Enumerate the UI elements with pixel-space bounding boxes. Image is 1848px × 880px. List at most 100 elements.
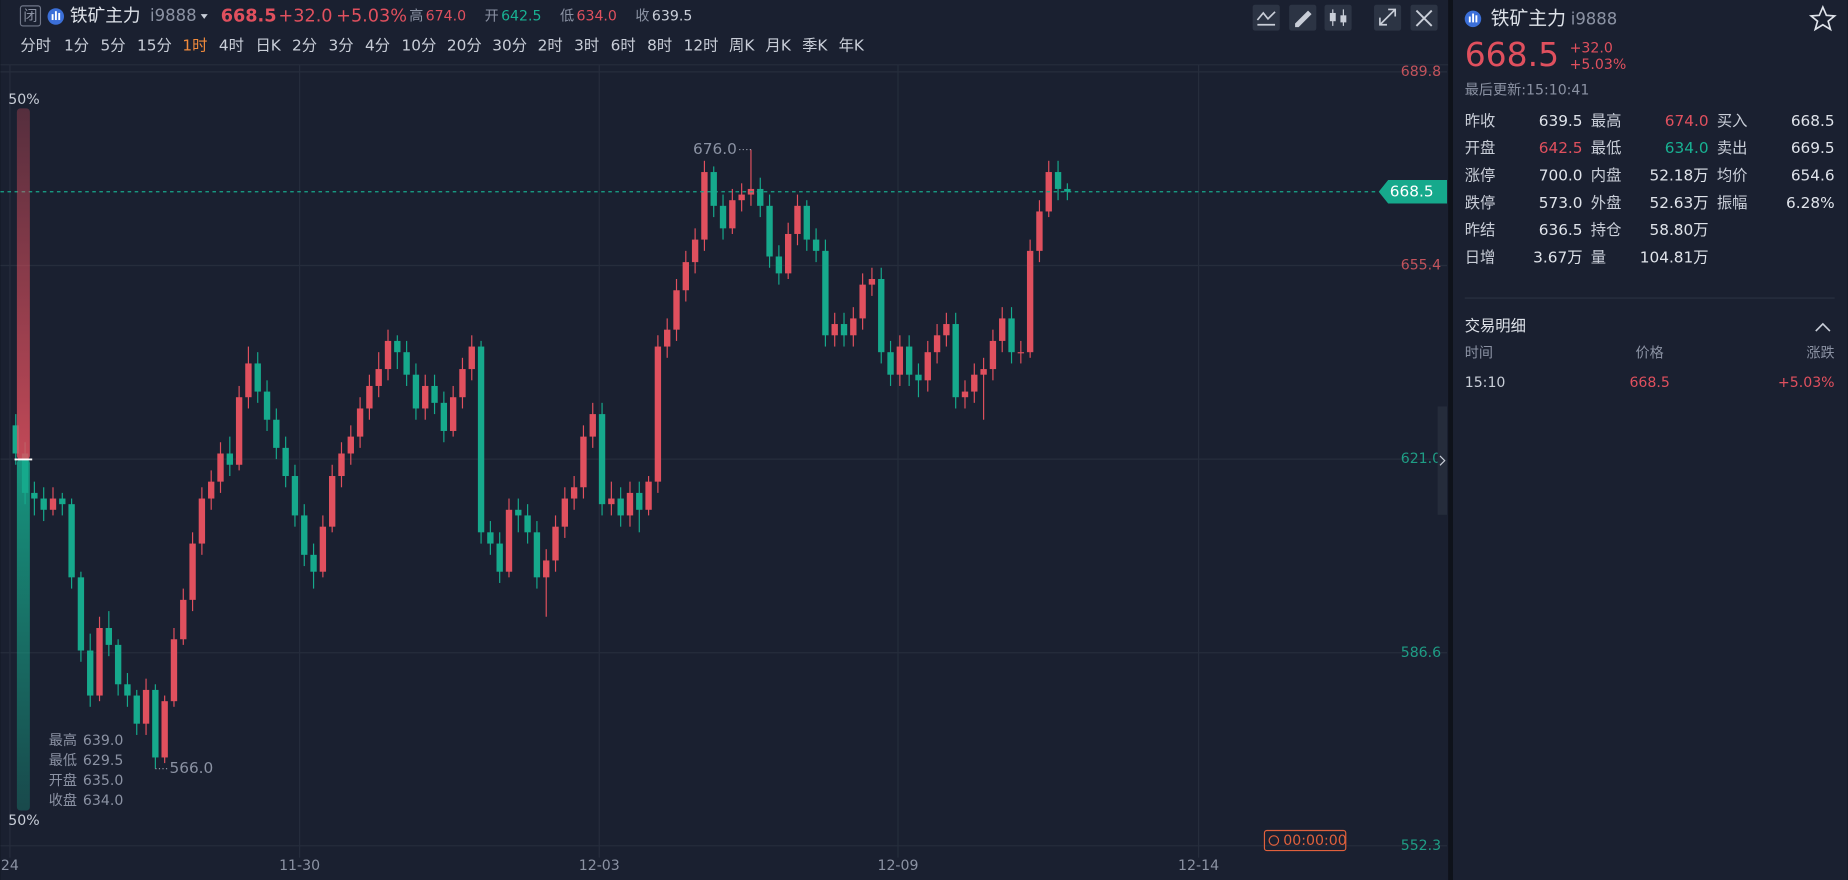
period-tab[interactable]: 20分: [447, 36, 482, 54]
candle-body: [812, 239, 820, 251]
candle-body: [626, 492, 634, 516]
candle-body: [235, 397, 243, 465]
header-price: 668.5: [221, 6, 277, 26]
stat-label: 昨收: [1465, 112, 1496, 130]
symbol-code: i9888: [150, 6, 197, 25]
fullscreen-icon: [1379, 8, 1397, 26]
symbol-icon: [47, 8, 65, 25]
candle-body: [282, 447, 289, 477]
scroll-handle[interactable]: [1437, 406, 1448, 515]
candle-body: [301, 515, 308, 555]
period-tab[interactable]: 12时: [684, 36, 719, 54]
candle-body: [49, 498, 57, 510]
stat-label: 买入: [1717, 112, 1748, 130]
candle-body: [654, 346, 662, 482]
stat-value: 52.63万: [1649, 194, 1708, 212]
candle-body: [868, 279, 876, 285]
close-icon: [1415, 9, 1433, 27]
favorite-star[interactable]: [1808, 4, 1837, 32]
stat-value: 573.0: [1539, 194, 1583, 212]
last-price-label: 668.5: [1390, 182, 1434, 200]
period-tab[interactable]: 8时: [647, 36, 672, 54]
candle-body: [114, 644, 122, 685]
period-tab[interactable]: 30分: [492, 36, 527, 54]
indicator-icon: [1256, 11, 1276, 26]
candle-body: [384, 340, 392, 370]
candle-body: [757, 188, 764, 206]
stat-label: 卖出: [1717, 139, 1748, 157]
candle-body: [487, 532, 494, 544]
period-tab[interactable]: 1分: [64, 36, 89, 54]
ohlc-label: 低: [560, 8, 574, 24]
candle-body: [152, 689, 159, 758]
period-tab[interactable]: 6时: [611, 36, 636, 54]
candle-body: [570, 487, 578, 499]
candle-body: [691, 239, 699, 263]
period-tab[interactable]: 1时: [182, 36, 207, 54]
ratio-up: [16, 108, 30, 460]
candle-body: [803, 205, 810, 240]
period-tab[interactable]: 周K: [729, 36, 755, 54]
period-tab[interactable]: 3时: [574, 36, 599, 54]
period-tab[interactable]: 5分: [101, 36, 126, 54]
candle-body: [905, 346, 913, 375]
badge-box[interactable]: [19, 5, 42, 27]
period-tab[interactable]: 15分: [137, 36, 172, 54]
symbol-name: 铁矿主力: [70, 5, 141, 26]
ohlc-label: 收: [635, 8, 649, 24]
period-tab[interactable]: 4分: [365, 36, 390, 54]
hover-value: 635.0: [83, 773, 123, 789]
badge[interactable]: 闭: [23, 8, 37, 24]
kline-style-icon: [1329, 12, 1336, 22]
candle-body: [933, 335, 941, 353]
x-tick-label: 11-30: [279, 858, 320, 874]
candle-body: [142, 689, 150, 724]
pane-divider: [1448, 0, 1453, 880]
candle-body: [1008, 318, 1015, 353]
dropdown-caret[interactable]: [200, 14, 208, 19]
trades-title: 交易明细: [1465, 317, 1526, 335]
period-tab[interactable]: 2分: [292, 36, 317, 54]
hover-value: 634.0: [83, 793, 123, 809]
candle-body: [170, 639, 178, 702]
quote-price: 668.5: [1465, 35, 1559, 74]
period-tab[interactable]: 4时: [219, 36, 244, 54]
collapse-caret[interactable]: [1815, 322, 1831, 332]
quote-name: 铁矿主力: [1491, 7, 1566, 29]
candle-body: [580, 436, 587, 488]
period-tab[interactable]: 2时: [538, 36, 563, 54]
candle-body: [598, 414, 606, 505]
trades-column: 价格: [1636, 345, 1664, 361]
plot: 552.3 586.6 621.0 655.4 689.8 24 11-30 12-03 12-…: [0, 64, 1448, 874]
hover-label: 开盘: [49, 772, 77, 789]
stat-label: 日增: [1465, 248, 1496, 266]
candle-body: [40, 498, 47, 510]
kline-style-button[interactable]: [1324, 4, 1352, 31]
trades-table: 时间 价格 涨跌 15:10 668.5 +5.03%: [1465, 345, 1835, 390]
period-tab[interactable]: 月K: [766, 36, 792, 54]
stat-value: 634.0: [1665, 139, 1709, 157]
candle-body: [403, 352, 410, 375]
candle-body: [394, 340, 401, 353]
ohlc-label: 高: [409, 7, 423, 24]
candle-body: [1017, 352, 1025, 354]
header-change: +32.0: [278, 6, 332, 26]
candle-body: [263, 391, 271, 420]
ohlc-value: 639.5: [652, 8, 692, 24]
period-tab[interactable]: 分时: [20, 36, 51, 54]
period-tab[interactable]: 年K: [839, 36, 865, 54]
candle-body: [422, 385, 429, 409]
hover-value: 629.5: [83, 753, 123, 769]
period-tab[interactable]: 3分: [328, 36, 353, 54]
candle-body: [440, 402, 448, 431]
candle-body: [96, 627, 103, 696]
candle-body: [701, 172, 708, 240]
period-tab[interactable]: 日K: [255, 36, 281, 54]
quote-pct: +5.03%: [1570, 57, 1627, 73]
period-tab[interactable]: 季K: [802, 36, 828, 54]
candle-body: [319, 526, 327, 572]
period-tab[interactable]: 10分: [402, 36, 437, 54]
y-tick-label: 586.6: [1401, 645, 1441, 661]
